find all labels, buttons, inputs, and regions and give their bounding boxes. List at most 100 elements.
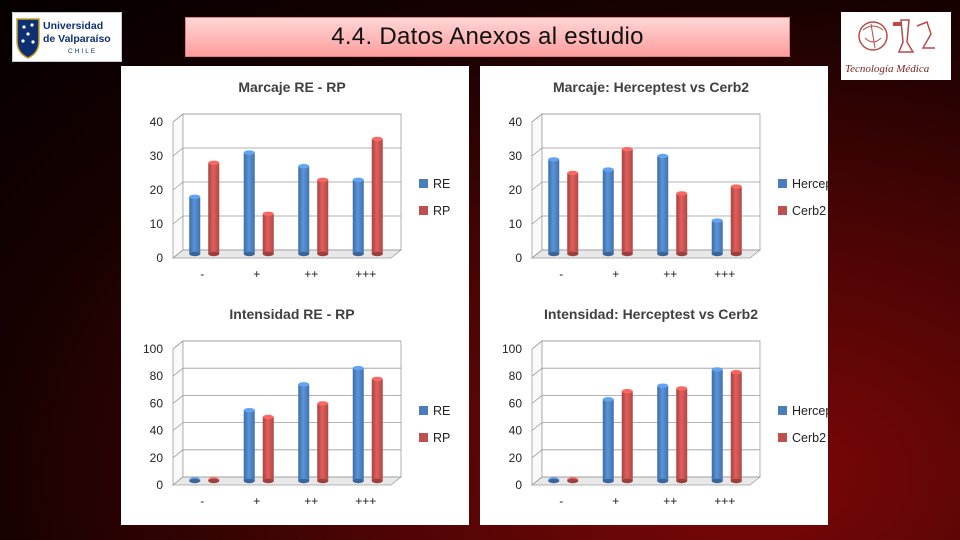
bar-cerb2-3 <box>730 184 742 257</box>
bar-rp-1 <box>262 211 274 257</box>
bar-re-2 <box>298 382 310 484</box>
y-tick-label: 30 <box>150 149 164 163</box>
bar-rp-2 <box>317 401 329 484</box>
legend-label: RP <box>433 431 450 445</box>
y-tick-label: 40 <box>150 424 164 438</box>
bar-cerb2-1 <box>621 388 633 484</box>
x-tick-label: - <box>559 494 563 508</box>
legend-swatch <box>419 406 428 415</box>
bar-herceptest-0 <box>548 157 560 257</box>
y-tick-label: 20 <box>150 183 164 197</box>
y-tick-label: 80 <box>150 369 164 383</box>
bar-re-1 <box>243 150 255 257</box>
bar-herceptest-1 <box>602 397 614 484</box>
x-tick-label: ++ <box>663 267 677 281</box>
gridline <box>531 476 760 486</box>
bar-cerb2-0 <box>567 170 579 257</box>
bar-cerb2-1 <box>621 147 633 257</box>
y-tick-label: 0 <box>515 251 522 265</box>
y-tick-label: 0 <box>156 251 163 265</box>
y-tick-label: 20 <box>150 451 164 465</box>
gridline <box>172 395 401 404</box>
y-tick-label: 40 <box>509 424 523 438</box>
legend-swatch <box>419 179 428 188</box>
legend-label: Cerb2 <box>792 204 826 218</box>
gridline <box>531 113 760 123</box>
legend-swatch <box>778 179 787 188</box>
bar-re-0 <box>189 477 201 484</box>
gridline <box>172 147 401 157</box>
x-tick-label: +++ <box>355 267 376 281</box>
y-tick-label: 100 <box>502 342 522 356</box>
legend-label: RE <box>433 404 450 418</box>
bar-rp-1 <box>262 414 274 484</box>
gridline <box>172 215 401 225</box>
bar-rp-2 <box>317 177 329 257</box>
chart-title: Marcaje RE - RP <box>238 79 345 95</box>
legend-swatch <box>778 433 787 442</box>
y-tick-label: 10 <box>150 217 164 231</box>
gridline <box>172 181 401 191</box>
gridline <box>531 249 760 259</box>
bar-herceptest-0 <box>548 477 560 484</box>
y-tick-label: 60 <box>509 396 523 410</box>
gridline <box>172 367 401 377</box>
bar-cerb2-2 <box>676 386 688 484</box>
svg-text:CHILE: CHILE <box>68 48 97 55</box>
gridline <box>531 367 760 377</box>
slide-title-bar: 4.4. Datos Anexos al estudio <box>185 17 790 57</box>
x-tick-label: - <box>559 267 563 281</box>
y-tick-label: 20 <box>509 183 523 197</box>
bar-herceptest-3 <box>711 367 723 484</box>
y-tick-label: 40 <box>150 115 164 129</box>
y-tick-label: 20 <box>509 451 523 465</box>
chart-svg: Intensidad: Herceptest vs Cerb2 0 20 40 60 80… <box>502 306 828 508</box>
legend-label: RP <box>433 204 450 218</box>
x-tick-label: ++ <box>304 267 318 281</box>
svg-text:Tecnología Médica: Tecnología Médica <box>845 63 930 75</box>
chart-title: Intensidad: Herceptest vs Cerb2 <box>544 306 758 322</box>
svg-text:de Valparaíso: de Valparaíso <box>43 33 111 45</box>
bar-re-2 <box>298 164 310 257</box>
x-tick-label: + <box>612 494 619 508</box>
bar-re-1 <box>243 408 255 484</box>
x-tick-label: + <box>253 494 260 508</box>
y-tick-label: 0 <box>156 478 163 492</box>
x-tick-label: + <box>612 267 619 281</box>
bar-cerb2-0 <box>567 477 579 484</box>
gridline <box>531 147 760 157</box>
universidad-valparaiso-logo: Universidad de Valparaíso CHILE <box>12 12 122 62</box>
gridline <box>172 449 401 459</box>
y-tick-label: 10 <box>509 217 523 231</box>
gridline <box>172 422 401 431</box>
gridline <box>172 340 401 350</box>
bar-re-3 <box>352 177 364 257</box>
bar-cerb2-2 <box>676 191 688 257</box>
tecnologia-medica-logo: Tecnología Médica <box>841 12 951 80</box>
x-tick-label: + <box>253 267 260 281</box>
x-tick-label: +++ <box>355 494 376 508</box>
svg-text:Universidad: Universidad <box>43 20 103 32</box>
x-tick-label: - <box>200 494 204 508</box>
chart-intensidad-re-rp: Intensidad RE - RP 0 20 40 60 80 100- + ++ +++ RE R… <box>121 293 469 525</box>
y-tick-label: 60 <box>150 396 164 410</box>
bar-rp-0 <box>208 477 220 484</box>
legend-swatch <box>419 206 428 215</box>
chart-marcaje-herceptest-cerb2: Marcaje: Herceptest vs Cerb2 0 10 20 30 40- + +… <box>480 66 828 298</box>
plot-walls <box>171 340 403 486</box>
bar-rp-0 <box>208 160 220 257</box>
bar-rp-3 <box>371 376 383 484</box>
bar-herceptest-1 <box>602 167 614 257</box>
bar-rp-3 <box>371 136 383 257</box>
gridline <box>172 249 401 259</box>
gridline <box>531 340 760 350</box>
y-tick-label: 30 <box>509 149 523 163</box>
bar-re-0 <box>189 194 201 257</box>
gridline <box>531 422 760 431</box>
chart-title: Intensidad RE - RP <box>229 306 354 322</box>
y-tick-label: 40 <box>509 115 523 129</box>
chart-intensidad-herceptest-cerb2: Intensidad: Herceptest vs Cerb2 0 20 40 60 80… <box>480 293 828 525</box>
x-tick-label: ++ <box>304 494 318 508</box>
